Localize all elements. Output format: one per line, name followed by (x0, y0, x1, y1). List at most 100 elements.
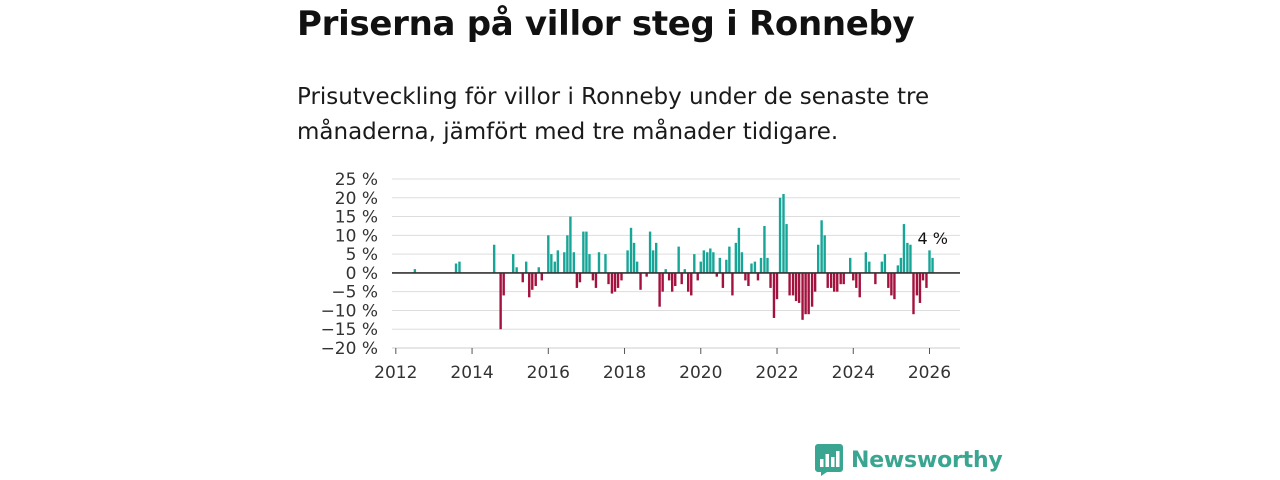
bar (763, 225, 766, 273)
bar (766, 257, 769, 273)
bar (639, 272, 642, 290)
bar (540, 272, 544, 281)
bar (823, 235, 826, 273)
x-tick-label: 2026 (908, 363, 951, 383)
bar (858, 272, 861, 298)
bar (632, 242, 636, 273)
chart-subtitle: Prisutveckling för villor i Ronneby unde… (297, 84, 930, 145)
bar (521, 272, 524, 283)
bar (645, 272, 648, 277)
y-tick-label: −20 % (321, 339, 378, 359)
bar (797, 272, 801, 303)
x-tick-label: 2016 (527, 363, 570, 383)
bar (458, 261, 461, 273)
y-tick-label: −10 % (321, 301, 378, 321)
bar (575, 272, 579, 288)
data-label: 4 % (918, 229, 948, 248)
bar (778, 197, 782, 273)
y-tick-label: −15 % (321, 320, 378, 340)
bar (651, 250, 655, 273)
y-tick-label: 10 % (335, 226, 378, 246)
bar (585, 231, 588, 273)
x-tick-label: 2024 (832, 363, 875, 383)
bar (909, 244, 912, 273)
bar (702, 250, 706, 273)
bar (413, 269, 417, 273)
bar (597, 252, 601, 273)
bar (620, 272, 623, 281)
bar (563, 252, 566, 273)
x-tick-label: 2022 (755, 363, 798, 383)
bar (839, 272, 842, 285)
bar (709, 248, 712, 273)
bar (791, 272, 795, 296)
bar (734, 242, 738, 273)
bar (807, 272, 810, 315)
bar (833, 272, 836, 292)
bar (772, 272, 776, 318)
bar (690, 272, 693, 296)
bar (658, 272, 661, 307)
bar (594, 272, 598, 288)
gridlines (392, 178, 960, 349)
chart-title: Priserna på villor steg i Ronneby (297, 4, 915, 44)
bar (864, 252, 868, 273)
bar (591, 272, 595, 281)
bar (626, 250, 629, 273)
bar (829, 272, 833, 288)
bar (454, 263, 458, 273)
bar (604, 254, 607, 273)
bar (629, 227, 633, 273)
bar (721, 272, 725, 288)
bar (706, 252, 709, 273)
bar (677, 246, 680, 273)
bar (820, 220, 823, 273)
bar (553, 261, 556, 273)
y-tick-label: 20 % (335, 189, 378, 209)
bar (769, 272, 772, 288)
bar (728, 246, 731, 273)
bar (683, 269, 686, 273)
bar (566, 235, 569, 273)
bar (804, 272, 807, 315)
bar (801, 272, 804, 320)
bar (499, 272, 502, 330)
brand-name: Newsworthy (851, 447, 1003, 473)
x-tick-label: 2018 (603, 363, 646, 383)
y-axis: 25 %20 %15 %10 %5 %0 %−5 %−10 %−15 %−20 … (321, 170, 378, 359)
brand-logo[interactable]: Newsworthy (815, 444, 1003, 476)
bar (759, 257, 763, 273)
bar-series (392, 194, 960, 330)
bar (492, 244, 496, 273)
bar (915, 272, 919, 296)
bar (788, 272, 791, 296)
bar (528, 272, 531, 298)
bar (826, 272, 829, 288)
bar (842, 272, 845, 285)
bar (687, 272, 690, 292)
x-tick-label: 2014 (450, 363, 493, 383)
bar (925, 272, 928, 288)
bar (931, 257, 934, 273)
bar (661, 272, 664, 292)
bar (810, 272, 814, 307)
bar (578, 272, 582, 283)
bar (515, 267, 518, 273)
bar (816, 244, 820, 273)
bar (740, 252, 744, 273)
bar (537, 267, 540, 273)
bar (664, 269, 667, 273)
bar (712, 252, 715, 273)
bar (744, 272, 747, 281)
bar (550, 254, 553, 273)
bar (912, 272, 915, 315)
bar (836, 272, 839, 292)
bar (696, 272, 699, 281)
bar (928, 250, 931, 273)
y-tick-label: 25 % (335, 170, 378, 190)
bar (588, 254, 591, 273)
bar-chart-speech-bubble-icon (815, 444, 843, 476)
bar (654, 242, 658, 273)
bar (921, 272, 925, 281)
